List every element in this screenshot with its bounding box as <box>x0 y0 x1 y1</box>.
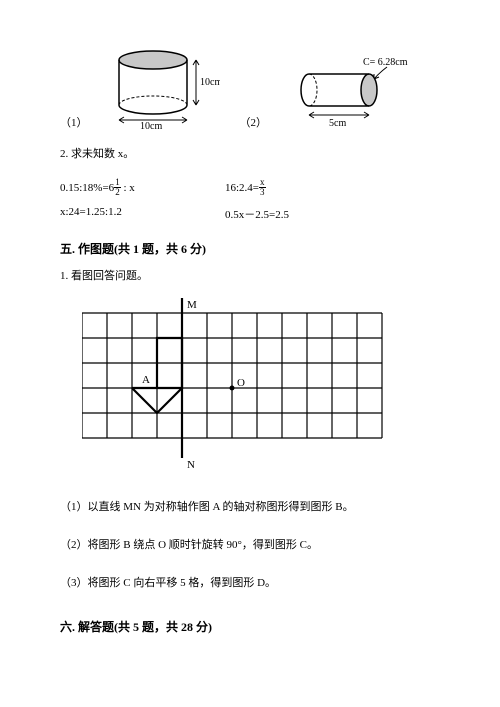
fig1-label: （1） <box>60 114 88 130</box>
eq-2-2: 0.5x－2.5=2.5 <box>225 206 289 222</box>
section5-title: 五. 作图题(共 1 题，共 6 分) <box>60 240 445 257</box>
frac-2: x3 <box>259 178 266 197</box>
frac2-d: 3 <box>259 188 266 197</box>
section6-title: 六. 解答题(共 5 题，共 28 分) <box>60 618 445 635</box>
eq-row-2: x:24=1.25:1.2 0.5x－2.5=2.5 <box>60 206 445 222</box>
frac-1: 12 <box>114 178 121 197</box>
cylinder-2: C= 6.28cm 5cm <box>289 55 419 130</box>
label-M: M <box>187 299 197 311</box>
problem2-title: 2. 求未知数 x。 <box>60 145 445 161</box>
section5-sub3: （3）将图形 C 向右平移 5 格，得到图形 D。 <box>60 574 445 590</box>
eq12-pre: 16:2.4= <box>225 182 259 194</box>
label-N: N <box>187 459 195 471</box>
eq11-pre: 0.15:18%=6 <box>60 182 114 194</box>
grid-figure: M N A O <box>82 298 445 476</box>
label-A: A <box>142 374 150 386</box>
frac1-d: 2 <box>114 188 121 197</box>
eq-2-1: x:24=1.25:1.2 <box>60 206 225 222</box>
fig2-width-text: 5cm <box>329 118 346 129</box>
eq-1-2: 16:2.4=x3 <box>225 179 266 198</box>
cylinder-1: 10cm 10cm <box>110 45 220 130</box>
eq-1-1: 0.15:18%=612 : x <box>60 179 225 198</box>
fig1-width-text: 10cm <box>140 121 162 130</box>
eq11-post: : x <box>121 182 135 194</box>
section5-q1: 1. 看图回答问题。 <box>60 267 445 283</box>
section5-sub1: （1）以直线 MN 为对称轴作图 A 的轴对称图形得到图形 B。 <box>60 498 445 514</box>
label-O: O <box>237 377 245 389</box>
figures-row: （1） 10cm 10cm （2） C= 6.28cm 5cm <box>60 45 445 130</box>
fig2-label: （2） <box>240 114 268 130</box>
fig2-circ-text: C= 6.28cm <box>363 57 408 68</box>
section5-sub2: （2）将图形 B 绕点 O 顺时针旋转 90°，得到图形 C。 <box>60 536 445 552</box>
fig1-height-text: 10cm <box>200 77 220 88</box>
eq-row-1: 0.15:18%=612 : x 16:2.4=x3 <box>60 179 445 198</box>
